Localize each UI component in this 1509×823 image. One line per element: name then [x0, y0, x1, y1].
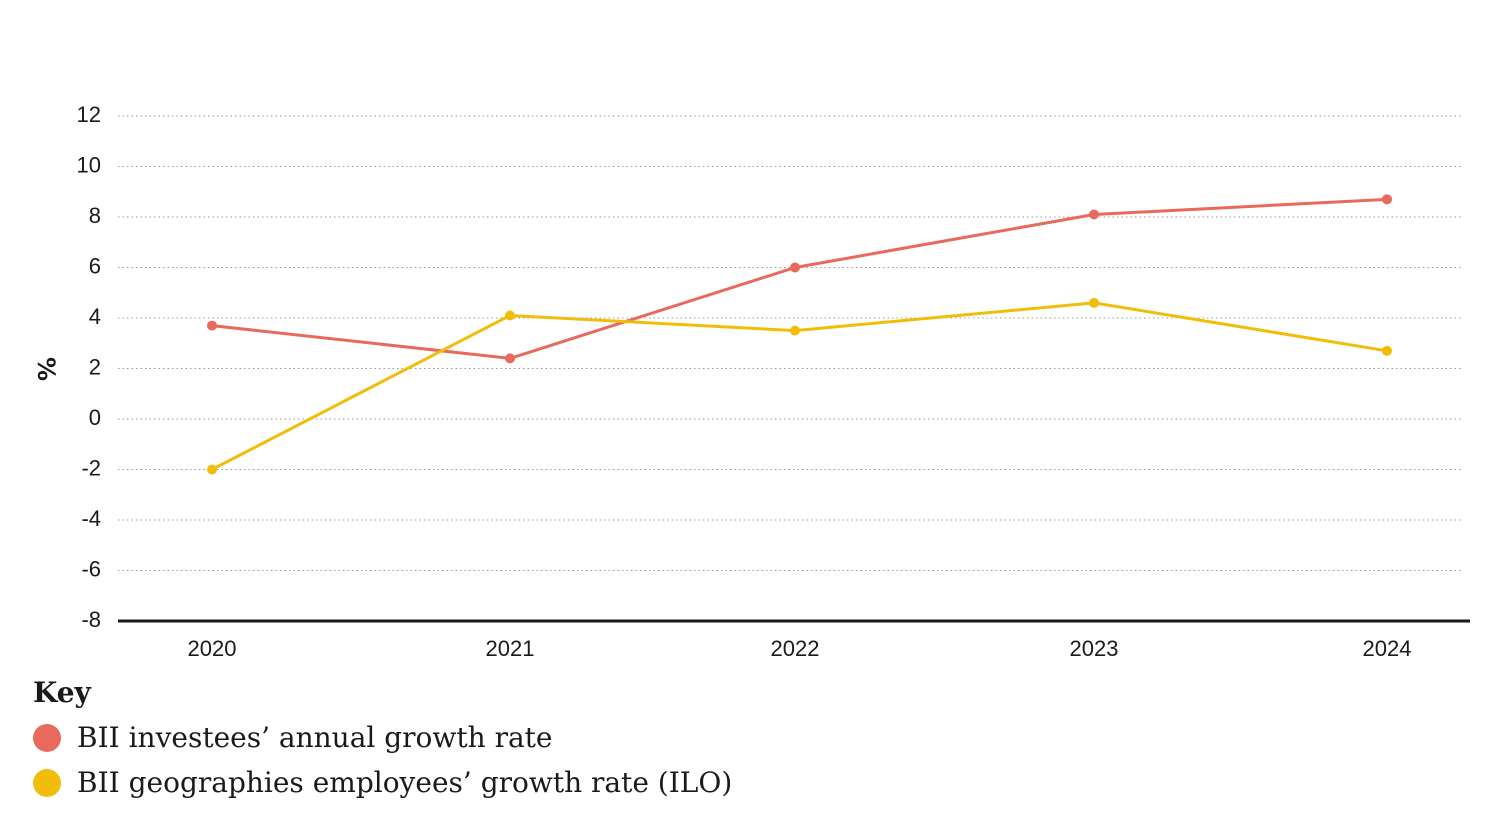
data-point: [207, 320, 217, 331]
y-tick-label: 10: [77, 152, 101, 177]
legend-item-investees: BII investees’ annual growth rate: [33, 715, 732, 760]
y-axis-label: %: [32, 357, 60, 381]
legend-label-investees: BII investees’ annual growth rate: [77, 721, 553, 754]
gridlines: [118, 115, 1463, 571]
series-line: [211, 197, 1388, 360]
legend: Key BII investees’ annual growth rate BI…: [33, 676, 732, 805]
series-2: [207, 297, 1392, 475]
legend-swatch-investees: [33, 723, 61, 752]
legend-item-geographies: BII geographies employees’ growth rate (…: [33, 760, 732, 805]
data-point: [207, 464, 217, 475]
legend-label-geographies: BII geographies employees’ growth rate (…: [77, 766, 733, 799]
data-point: [1089, 297, 1099, 308]
x-tick-label: 2021: [486, 636, 535, 661]
x-tick-label: 2020: [188, 636, 237, 661]
x-tick-label: 2022: [771, 636, 820, 661]
legend-swatch-geographies: [33, 768, 61, 797]
legend-title: Key: [33, 676, 91, 709]
data-point: [1382, 345, 1392, 356]
data-point: [505, 310, 515, 321]
y-tick-label: -6: [81, 556, 101, 581]
y-tick-label: 8: [89, 203, 101, 228]
series-line: [211, 301, 1388, 471]
x-tick-label: 2023: [1070, 636, 1119, 661]
data-point: [790, 325, 800, 336]
y-tick-label: 12: [77, 102, 101, 127]
y-tick-label: 6: [89, 253, 101, 278]
y-tick-label: 4: [89, 304, 101, 329]
data-point: [1089, 209, 1099, 220]
x-tick-label: 2024: [1363, 636, 1412, 661]
y-tick-label: -8: [81, 607, 101, 632]
series-1: [207, 194, 1392, 364]
y-axis-ticks: 12 10 8 6 4 2 0 -2 -4 -6 -8: [77, 102, 101, 632]
y-tick-label: 0: [89, 405, 101, 430]
y-tick-label: 2: [89, 354, 101, 379]
x-axis-ticks: 2020 2021 2022 2023 2024: [188, 636, 1412, 661]
data-point: [790, 262, 800, 273]
y-tick-label: -4: [81, 506, 101, 531]
series-layer: [207, 194, 1392, 475]
data-point: [1382, 194, 1392, 205]
data-point: [505, 353, 515, 364]
y-tick-label: -2: [81, 455, 101, 480]
